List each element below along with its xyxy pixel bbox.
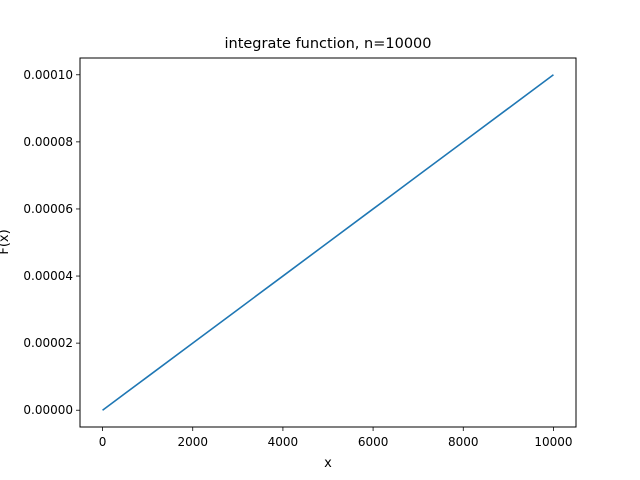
- y-tick-label: 0.00004: [23, 269, 73, 283]
- x-tick-label: 6000: [358, 435, 389, 449]
- y-tick-label: 0.00010: [23, 68, 73, 82]
- y-tick-label: 0.00006: [23, 202, 73, 216]
- y-tick-label: 0.00008: [23, 135, 73, 149]
- x-tick-label: 8000: [448, 435, 479, 449]
- plot-area: [79, 57, 577, 428]
- x-axis: 0 2000 4000 6000 8000 10000: [99, 427, 573, 449]
- y-tick-label: 0.00000: [23, 403, 73, 417]
- chart-title: integrate function, n=10000: [224, 36, 431, 52]
- y-axis: 0.00000 0.00002 0.00004 0.00006 0.00008 0.000…: [23, 68, 80, 417]
- x-tick-label: 4000: [268, 435, 299, 449]
- x-tick-label: 0: [99, 435, 107, 449]
- x-tick-label: 2000: [177, 435, 208, 449]
- series-line: [102, 74, 554, 411]
- y-axis-label: F(x): [0, 229, 12, 254]
- y-tick-label: 0.00002: [23, 336, 73, 350]
- series-layer: [102, 74, 554, 411]
- x-axis-label: x: [324, 456, 332, 471]
- x-tick-label: 10000: [534, 435, 572, 449]
